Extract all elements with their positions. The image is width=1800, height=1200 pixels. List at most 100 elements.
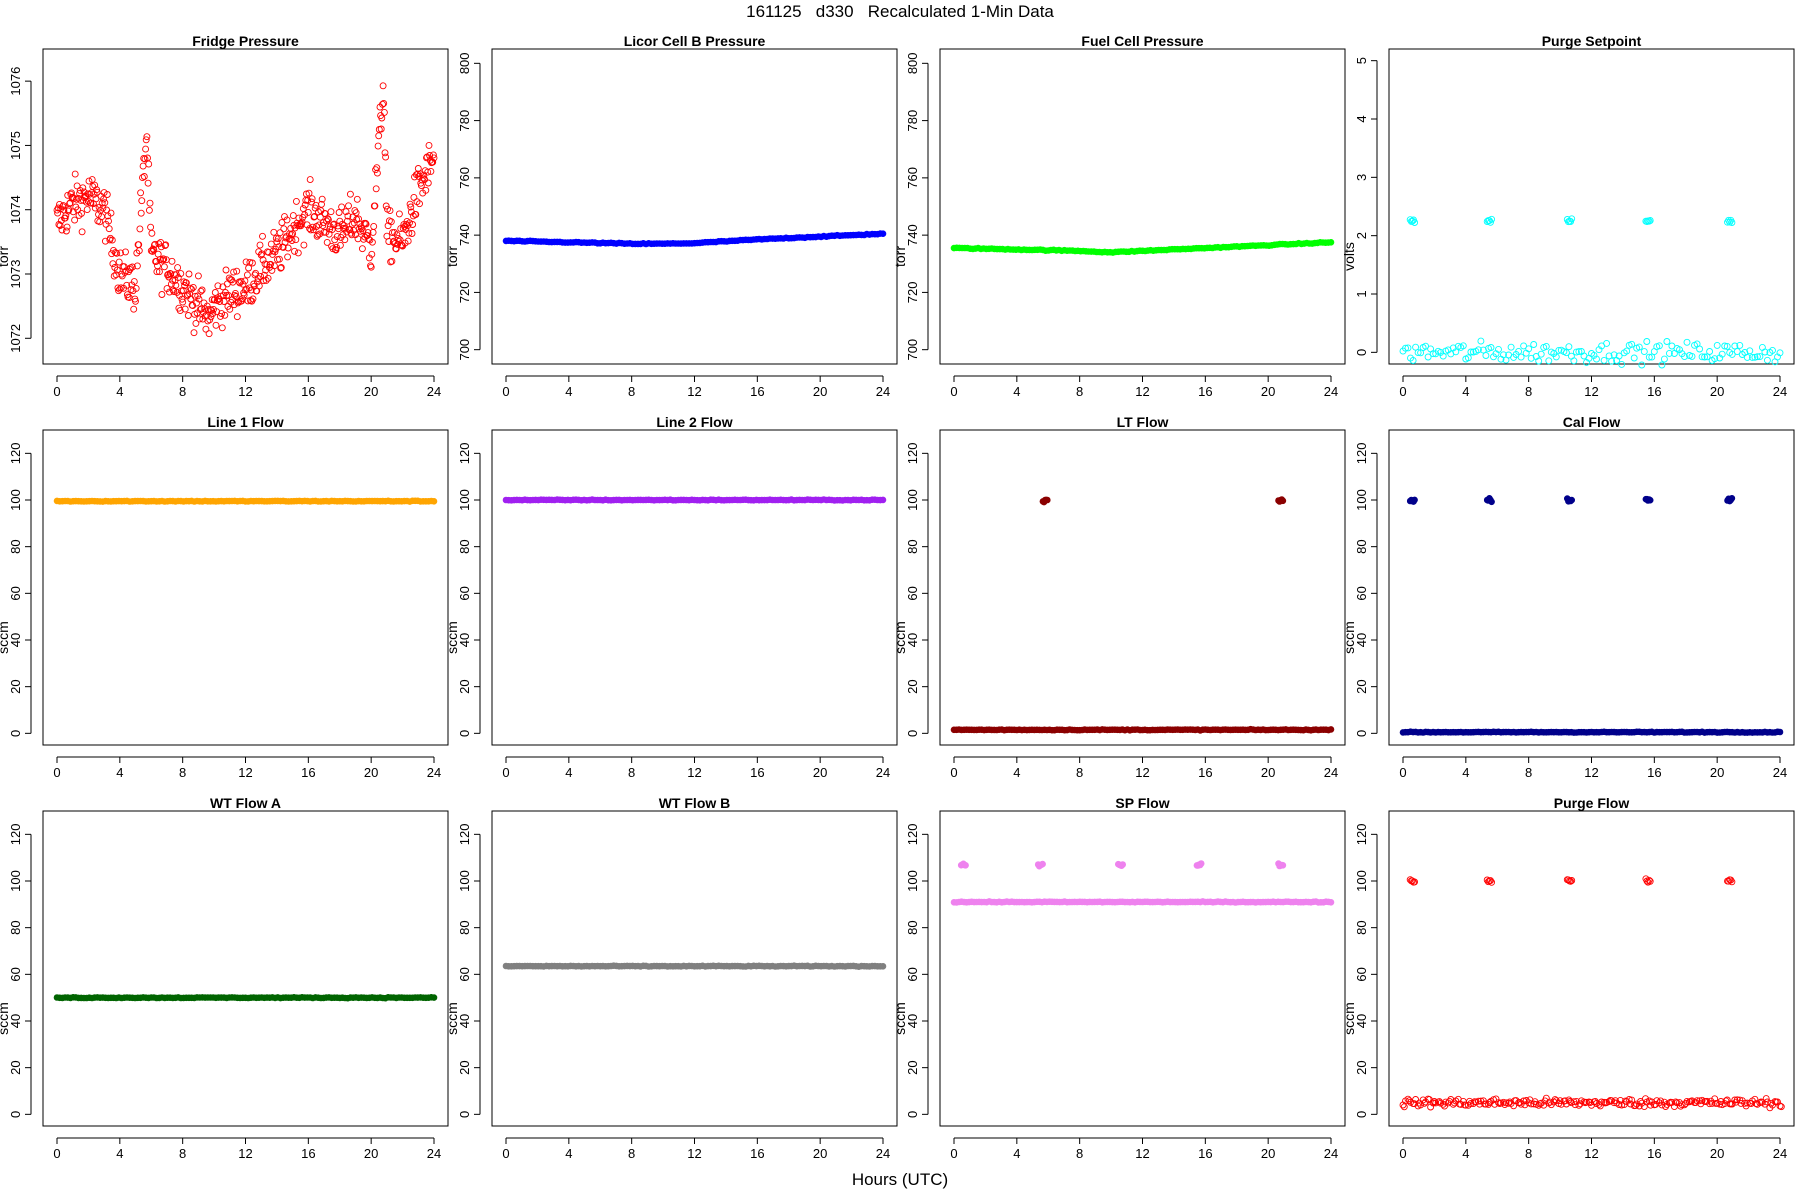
line-1-flow-y-tick-label: 0 — [8, 730, 23, 737]
line-1-flow-frame — [42, 429, 449, 746]
wt-flow-a-y-tick-label: 60 — [8, 967, 23, 981]
fridge-pressure-point — [79, 184, 87, 192]
fridge-pressure-point — [373, 164, 381, 172]
wt-flow-b-title: WT Flow B — [659, 795, 731, 811]
lt-flow-y-tick-label: 80 — [905, 539, 920, 553]
licor-cell-b-pressure-x-tick-label: 8 — [628, 384, 635, 399]
fridge-pressure-point — [330, 221, 337, 229]
purge-setpoint-point — [1635, 343, 1643, 351]
purge-flow-x-tick-label: 24 — [1773, 1146, 1787, 1161]
fridge-pressure-point — [374, 142, 382, 150]
purge-flow-point — [1400, 1103, 1408, 1111]
cal-flow-title: Cal Flow — [1563, 414, 1621, 430]
cal-flow-point — [1568, 496, 1575, 504]
fridge-pressure-point — [308, 195, 316, 203]
purge-flow-panel: Purge Flow 0 20 40 60 80 100 120 sccm 0 4 8 12 16 20 24 — [1341, 795, 1795, 1161]
purge-setpoint-point — [1545, 357, 1553, 365]
fridge-pressure-point — [136, 225, 144, 233]
line-1-flow-points — [53, 497, 438, 505]
wt-flow-b-y-tick-label: 40 — [457, 1014, 472, 1028]
purge-setpoint-point — [1758, 343, 1766, 351]
licor-cell-b-pressure-points — [502, 230, 887, 248]
purge-setpoint-point — [1748, 353, 1756, 361]
fridge-pressure-point — [110, 272, 118, 280]
fridge-pressure-point — [375, 132, 383, 140]
fridge-pressure-point — [59, 202, 67, 210]
purge-setpoint-x-tick-label: 0 — [1399, 384, 1406, 399]
fridge-pressure-point — [160, 255, 168, 263]
purge-setpoint-point — [1530, 341, 1538, 348]
fridge-pressure-point — [148, 229, 156, 237]
fridge-pressure-point — [259, 256, 267, 264]
fridge-pressure-point — [371, 202, 379, 210]
wt-flow-a-x-tick-label: 24 — [427, 1146, 441, 1161]
purge-setpoint-points — [1399, 215, 1784, 369]
fridge-pressure-point — [335, 225, 342, 233]
purge-setpoint-point — [1404, 344, 1412, 352]
purge-flow-point — [1583, 1098, 1590, 1106]
fridge-pressure-point — [342, 208, 350, 216]
fridge-pressure-point — [214, 282, 222, 290]
wt-flow-b-y-tick-label: 20 — [457, 1060, 472, 1074]
fridge-pressure-point — [385, 238, 393, 245]
fridge-pressure-point — [255, 282, 263, 290]
wt-flow-a-y-tick-label: 80 — [8, 920, 23, 934]
fridge-pressure-point — [209, 310, 217, 317]
fridge-pressure-point — [221, 311, 229, 319]
fridge-pressure-point — [230, 268, 238, 276]
cal-flow-y-tick-label: 120 — [1354, 442, 1369, 464]
purge-setpoint-point — [1655, 342, 1663, 350]
fridge-pressure-point — [275, 255, 283, 263]
purge-setpoint-point — [1746, 347, 1754, 355]
sp-flow-y-tick-label: 20 — [905, 1060, 920, 1074]
wt-flow-a-y-tick-label: 20 — [8, 1060, 23, 1074]
fridge-pressure-x-tick-label: 12 — [238, 384, 252, 399]
wt-flow-a-x-tick-label: 0 — [53, 1146, 60, 1161]
fridge-pressure-point — [145, 160, 153, 168]
purge-setpoint-point — [1482, 352, 1490, 359]
fridge-pressure-point — [68, 189, 75, 197]
fridge-pressure-point — [397, 241, 405, 249]
purge-setpoint-point — [1593, 355, 1600, 363]
fridge-pressure-point — [163, 285, 171, 293]
fridge-pressure-point — [152, 257, 160, 265]
purge-flow-point — [1678, 1101, 1686, 1109]
purge-flow-x-tick-label: 20 — [1710, 1146, 1724, 1161]
purge-setpoint-point — [1646, 217, 1654, 224]
fridge-pressure-point — [233, 267, 241, 275]
fridge-pressure-point — [338, 203, 346, 211]
fridge-pressure-point — [326, 225, 334, 233]
licor-cell-b-pressure-x-tick-label: 12 — [687, 384, 701, 399]
purge-setpoint-point — [1610, 351, 1618, 359]
fridge-pressure-x-tick-label: 0 — [53, 384, 60, 399]
wt-flow-a-x-tick-label: 12 — [238, 1146, 252, 1161]
purge-flow-y-tick-label: 0 — [1354, 1111, 1369, 1118]
lt-flow-x-tick-label: 20 — [1261, 765, 1275, 780]
purge-setpoint-point — [1723, 342, 1731, 350]
cal-flow-y-axis-label: sccm — [1341, 621, 1357, 654]
fridge-pressure-point — [284, 244, 292, 252]
fridge-pressure-y-tick-label: 1074 — [8, 195, 23, 224]
fridge-pressure-point — [358, 245, 366, 253]
fridge-pressure-point — [277, 264, 285, 272]
licor-cell-b-pressure-panel: Licor Cell B Pressure 700 720 740 760 780 800 t… — [444, 33, 898, 399]
fridge-pressure-point — [245, 284, 253, 292]
line-2-flow-y-tick-label: 40 — [457, 633, 472, 647]
purge-setpoint-x-tick-label: 8 — [1525, 384, 1532, 399]
cal-flow-x-tick-label: 12 — [1584, 765, 1598, 780]
fridge-pressure-point — [98, 199, 106, 207]
cal-flow-y-tick-label: 100 — [1354, 489, 1369, 511]
purge-flow-point — [1683, 1097, 1691, 1105]
fridge-pressure-point — [380, 99, 388, 107]
fridge-pressure-point — [63, 223, 71, 231]
fridge-pressure-point — [89, 183, 97, 191]
purge-flow-point — [1571, 1101, 1579, 1109]
purge-setpoint-point — [1464, 354, 1472, 362]
purge-setpoint-point — [1698, 353, 1706, 361]
fridge-pressure-point — [275, 243, 283, 251]
fridge-pressure-point — [362, 220, 370, 228]
licor-cell-b-pressure-y-tick-label: 700 — [457, 339, 472, 361]
licor-cell-b-pressure-title: Licor Cell B Pressure — [624, 33, 766, 49]
fridge-pressure-point — [430, 154, 438, 162]
fridge-pressure-point — [139, 162, 147, 170]
